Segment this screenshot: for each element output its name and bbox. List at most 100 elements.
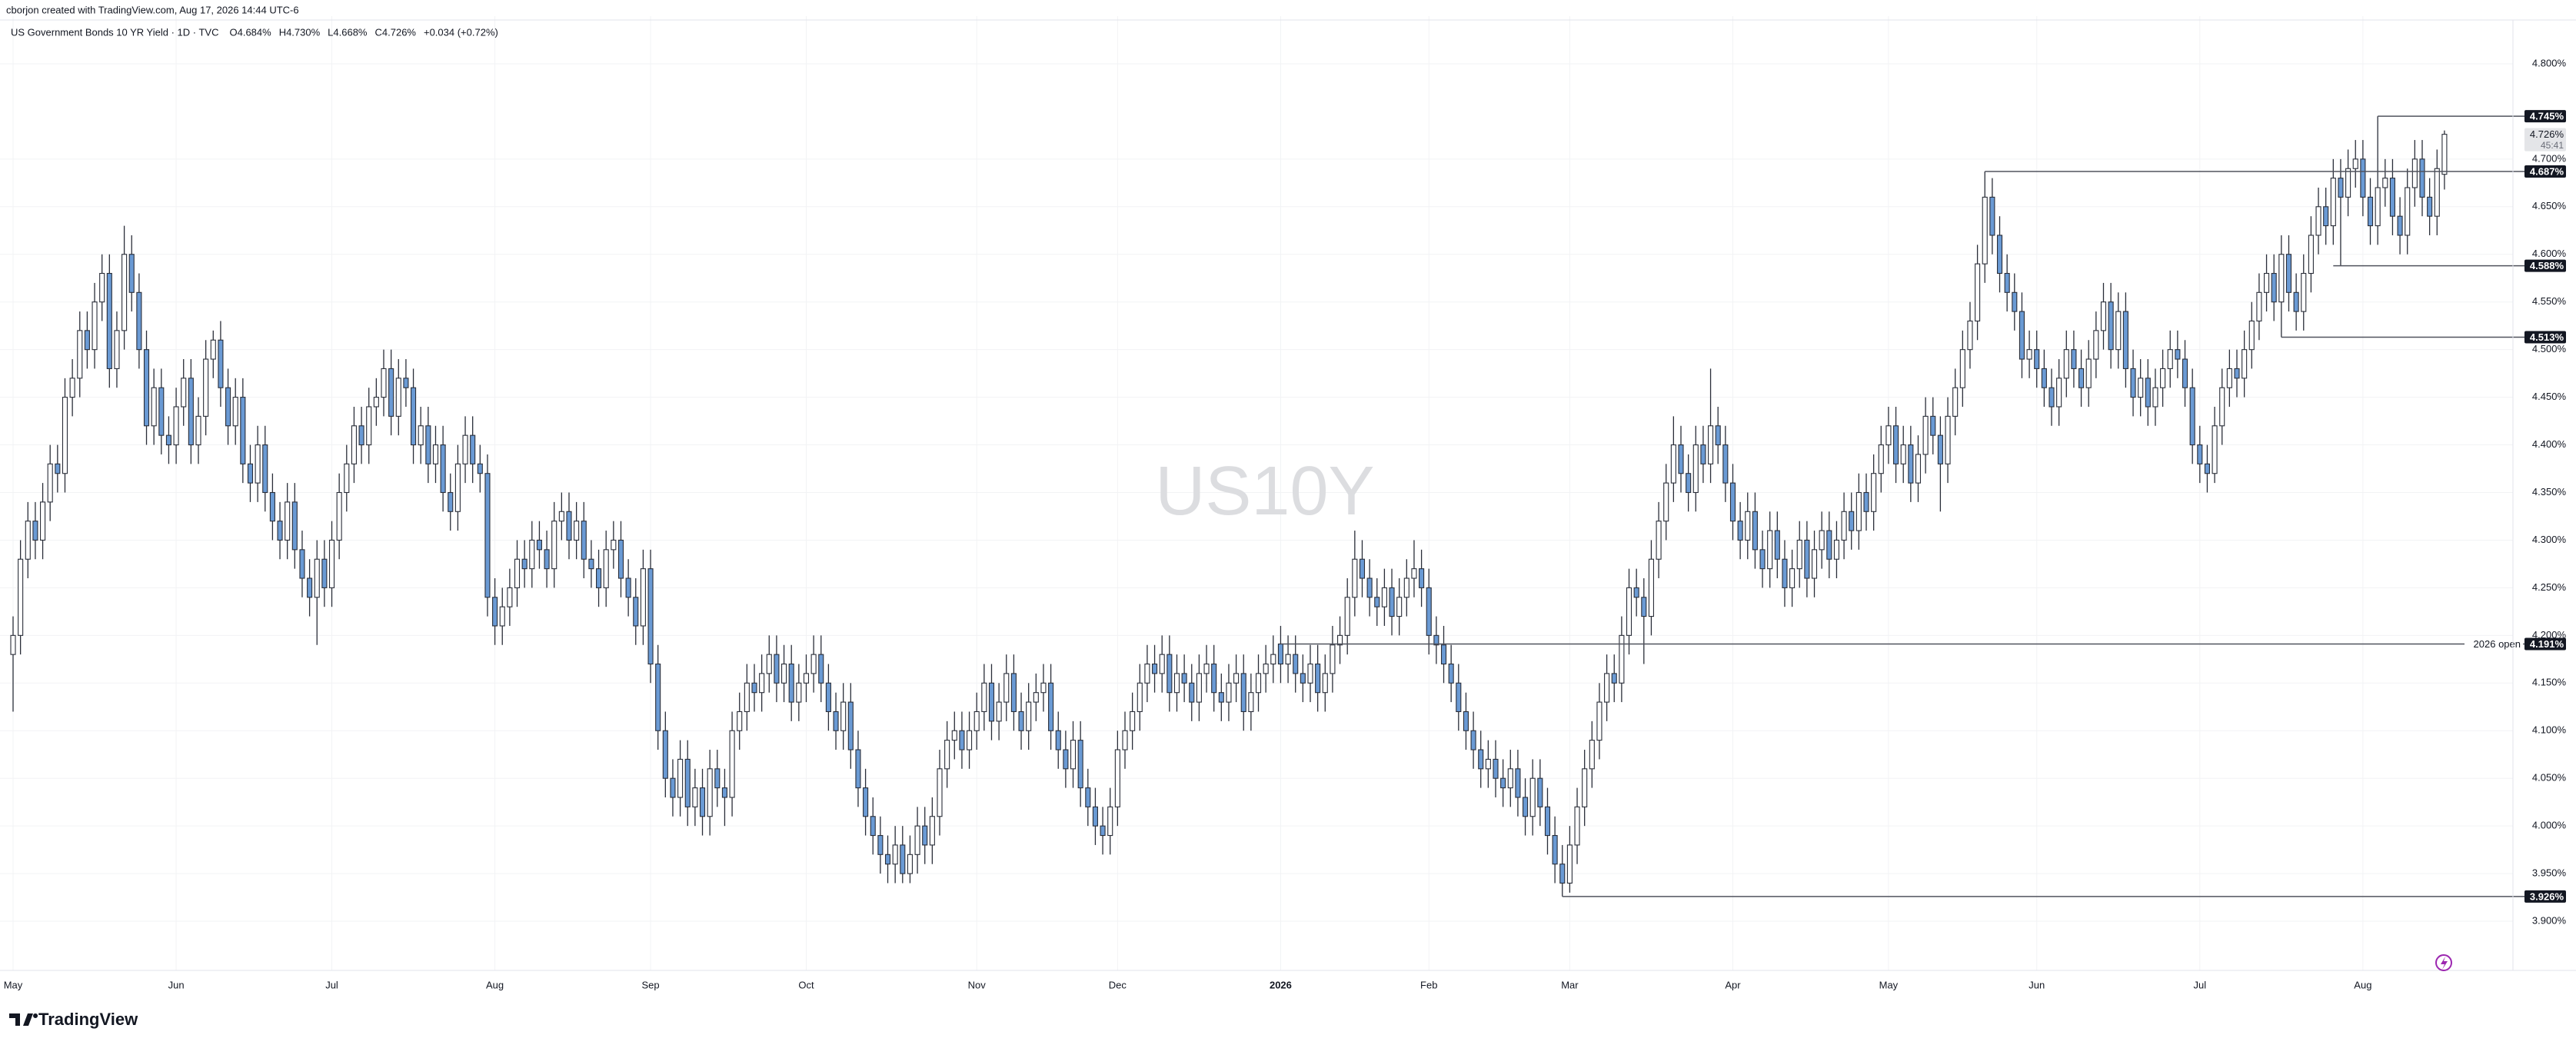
candle-body	[55, 463, 61, 474]
y-tick-label: 4.800%	[2532, 57, 2567, 68]
candle-body	[1922, 415, 1929, 455]
candle-body	[1137, 682, 1143, 713]
candle-body	[1996, 235, 2003, 275]
candle-body	[2338, 178, 2344, 198]
candle-body	[114, 330, 120, 369]
candle-body	[2367, 196, 2374, 227]
candle-body	[1063, 749, 1069, 770]
labels-layer: 4.745% 4.687% 4.588% 4.513% 4.191% 2026 open 3…	[1280, 110, 2566, 903]
y-tick-label: 4.400%	[2532, 438, 2567, 450]
x-tick-label: Nov	[968, 979, 987, 990]
candle-body	[1678, 444, 1684, 474]
candle-body	[299, 549, 305, 579]
candle-body	[1448, 663, 1454, 684]
candle-body	[381, 368, 387, 398]
candle-body	[1937, 434, 1943, 464]
candle-body	[2352, 158, 2358, 169]
candle-body	[1122, 730, 1128, 750]
logo[interactable]: TradingView	[9, 1010, 138, 1029]
y-tick-label: 4.700%	[2532, 152, 2567, 164]
candle-body	[1737, 521, 1743, 541]
candle-body	[2019, 311, 2025, 360]
candle-body	[99, 272, 105, 303]
level-label-box	[2524, 637, 2566, 651]
candle-body	[121, 254, 128, 331]
candle-body	[1722, 444, 1729, 484]
ohlc-value: O4.684%	[229, 26, 271, 38]
candle-body	[77, 330, 83, 379]
candle-body	[1203, 663, 1210, 674]
y-tick-label: 4.500%	[2532, 343, 2567, 354]
candle-body	[255, 444, 261, 484]
candle-body	[2093, 330, 2099, 360]
level-label-box	[2524, 331, 2566, 344]
candle-body	[395, 378, 401, 417]
y-tick-label: 4.650%	[2532, 200, 2567, 211]
x-tick-label: Dec	[1109, 979, 1127, 990]
last-price-label: 4.726%	[2530, 128, 2564, 140]
candle-body	[1226, 682, 1232, 703]
candle-body	[2323, 206, 2329, 227]
candle-body	[1871, 473, 1877, 512]
candle-body	[2004, 272, 2010, 293]
candle-body	[1641, 597, 1647, 617]
candle-body	[1863, 491, 1869, 512]
x-tick-label: Jun	[2029, 979, 2045, 990]
symbol-title[interactable]: US Government Bonds 10 YR Yield · 1D · T…	[11, 26, 218, 38]
candle-body	[2167, 349, 2173, 369]
candle-body	[269, 491, 275, 522]
candle-body	[2278, 254, 2285, 303]
grid-layer: 3.900% 3.950% 4.000% 4.050% 4.100% 4.150% 4.20…	[0, 16, 2566, 990]
candle-body	[203, 358, 209, 417]
candle-body	[2204, 463, 2210, 474]
candle-body	[2242, 349, 2248, 379]
candle-body	[1152, 663, 1158, 674]
candle-body	[358, 425, 364, 446]
candle-body	[751, 682, 757, 694]
y-tick-label: 4.550%	[2532, 295, 2567, 307]
y-tick-label: 4.450%	[2532, 391, 2567, 402]
candle-body	[1173, 673, 1180, 694]
candle-body	[1456, 682, 1462, 713]
x-tick-label: 2026	[1270, 979, 1292, 990]
candle-body	[1048, 682, 1054, 731]
lightning-icon[interactable]	[2435, 954, 2452, 971]
candle-body	[1841, 511, 1847, 541]
candle-body	[803, 673, 810, 684]
candle-body	[1952, 387, 1959, 417]
candle-body	[18, 558, 24, 636]
candle-body	[1077, 740, 1083, 789]
change-value: +0.034 (+0.72%)	[424, 26, 498, 38]
candle-body	[1975, 263, 1981, 322]
candle-body	[1589, 740, 1595, 770]
candle-body	[973, 711, 980, 731]
candle-body	[633, 597, 639, 627]
candle-body	[499, 606, 505, 627]
candle-body	[240, 397, 246, 464]
level-label-box	[2524, 259, 2566, 272]
candle-body	[285, 501, 291, 541]
candle-body	[1774, 530, 1780, 560]
candle-body	[847, 701, 854, 750]
candle-body	[40, 501, 46, 541]
candle-body	[692, 787, 698, 807]
candle-body	[1433, 634, 1439, 646]
candle-body	[759, 673, 765, 694]
candle-body	[1819, 530, 1825, 551]
y-tick-label: 4.250%	[2532, 581, 2567, 593]
level-name: 2026 open	[2474, 638, 2521, 650]
candle-body	[210, 339, 216, 360]
x-tick-label: Jun	[168, 979, 185, 990]
candle-body	[596, 568, 602, 588]
candle-body	[2041, 368, 2047, 388]
candle-body	[1307, 663, 1313, 684]
candle-body	[1419, 568, 1425, 588]
candle-body	[1915, 454, 1922, 484]
candle-body	[440, 444, 446, 494]
candle-body	[1255, 673, 1262, 694]
candle-body	[1381, 587, 1387, 607]
level-label: 4.513%	[2530, 331, 2564, 343]
candle-body	[647, 568, 654, 665]
candle-body	[1507, 768, 1513, 789]
x-tick-label: Sep	[641, 979, 659, 990]
